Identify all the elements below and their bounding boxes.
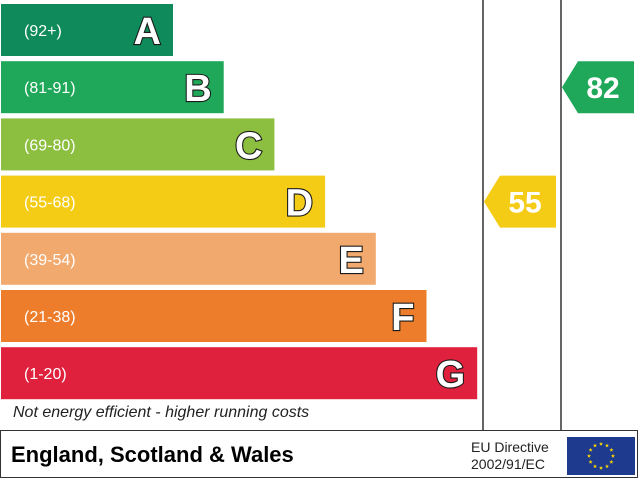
band-range-label: (92+)	[24, 23, 62, 40]
rating-value: 55	[508, 187, 541, 220]
band-letter-label: A	[134, 11, 161, 53]
band-bar-d	[1, 175, 326, 228]
band-letter-label: C	[235, 125, 262, 167]
band-bar-f	[1, 290, 427, 342]
band-range-label: (39-54)	[24, 252, 76, 269]
band-range-label: (21-38)	[24, 309, 76, 326]
eu-flag-icon	[567, 437, 635, 475]
rating-arrow-potential: 82	[562, 61, 634, 114]
rating-arrow-shape	[562, 61, 634, 114]
band-c: (69-80) C	[1, 118, 275, 171]
eu-directive: EU Directive 2002/91/EC	[471, 439, 563, 473]
rating-arrow-shape	[484, 175, 556, 228]
band-letter-label: B	[184, 68, 211, 110]
band-bar-a	[1, 4, 173, 56]
footnote: Not energy efficient - higher running co…	[13, 404, 310, 421]
band-bar-b	[1, 61, 224, 114]
directive-line-1: EU Directive	[471, 439, 549, 455]
band-e: (39-54) E	[1, 232, 376, 285]
rating-bands: (92+) A (81-91) B (69-80) C (55-68) D (39-54) E (2…	[1, 4, 478, 400]
band-b: (81-91) B	[1, 61, 224, 114]
band-letter-label: F	[391, 297, 414, 339]
rating-value: 82	[586, 72, 619, 105]
band-range-label: (55-68)	[24, 195, 76, 212]
band-a: (92+) A	[1, 4, 173, 56]
rating-arrows: 55 82	[484, 61, 634, 228]
band-range-label: (69-80)	[24, 137, 76, 154]
region-label: England, Scotland & Wales	[11, 442, 294, 467]
band-bar-g	[1, 347, 478, 400]
band-range-label: (81-91)	[24, 80, 76, 97]
band-bar-c	[1, 118, 275, 171]
directive-line-2: 2002/91/EC	[471, 456, 545, 472]
rating-columns	[482, 0, 562, 430]
band-bar-e	[1, 232, 376, 285]
band-letter-label: D	[286, 183, 313, 225]
footer: England, Scotland & Wales EU Directive 2…	[0, 430, 638, 478]
band-letter-label: G	[436, 354, 466, 396]
band-f: (21-38) F	[1, 290, 427, 342]
band-letter-label: E	[338, 240, 363, 282]
band-range-label: (1-20)	[24, 366, 67, 383]
band-d: (55-68) D	[1, 175, 326, 228]
rating-arrow-current: 55	[484, 175, 556, 228]
energy-rating-chart: (92+) A (81-91) B (69-80) C (55-68) D (39-54) E (2…	[1, 0, 634, 430]
band-g: (1-20) G	[1, 347, 478, 400]
